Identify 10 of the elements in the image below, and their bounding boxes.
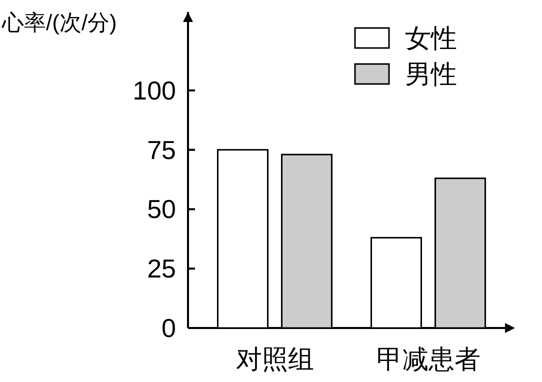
y-tick-label: 0 — [162, 313, 176, 343]
y-tick-label: 75 — [147, 134, 176, 165]
legend-label: 女性 — [405, 23, 457, 53]
x-tick-label: 对照组 — [236, 344, 314, 374]
y-axis-title: 心率/(次/分) — [1, 10, 117, 35]
x-tick-label: 甲减患者 — [376, 344, 480, 374]
y-tick-label: 25 — [147, 254, 176, 284]
y-tick-label: 50 — [147, 194, 176, 224]
y-tick-label: 100 — [132, 75, 176, 106]
legend-label: 男性 — [405, 59, 457, 89]
